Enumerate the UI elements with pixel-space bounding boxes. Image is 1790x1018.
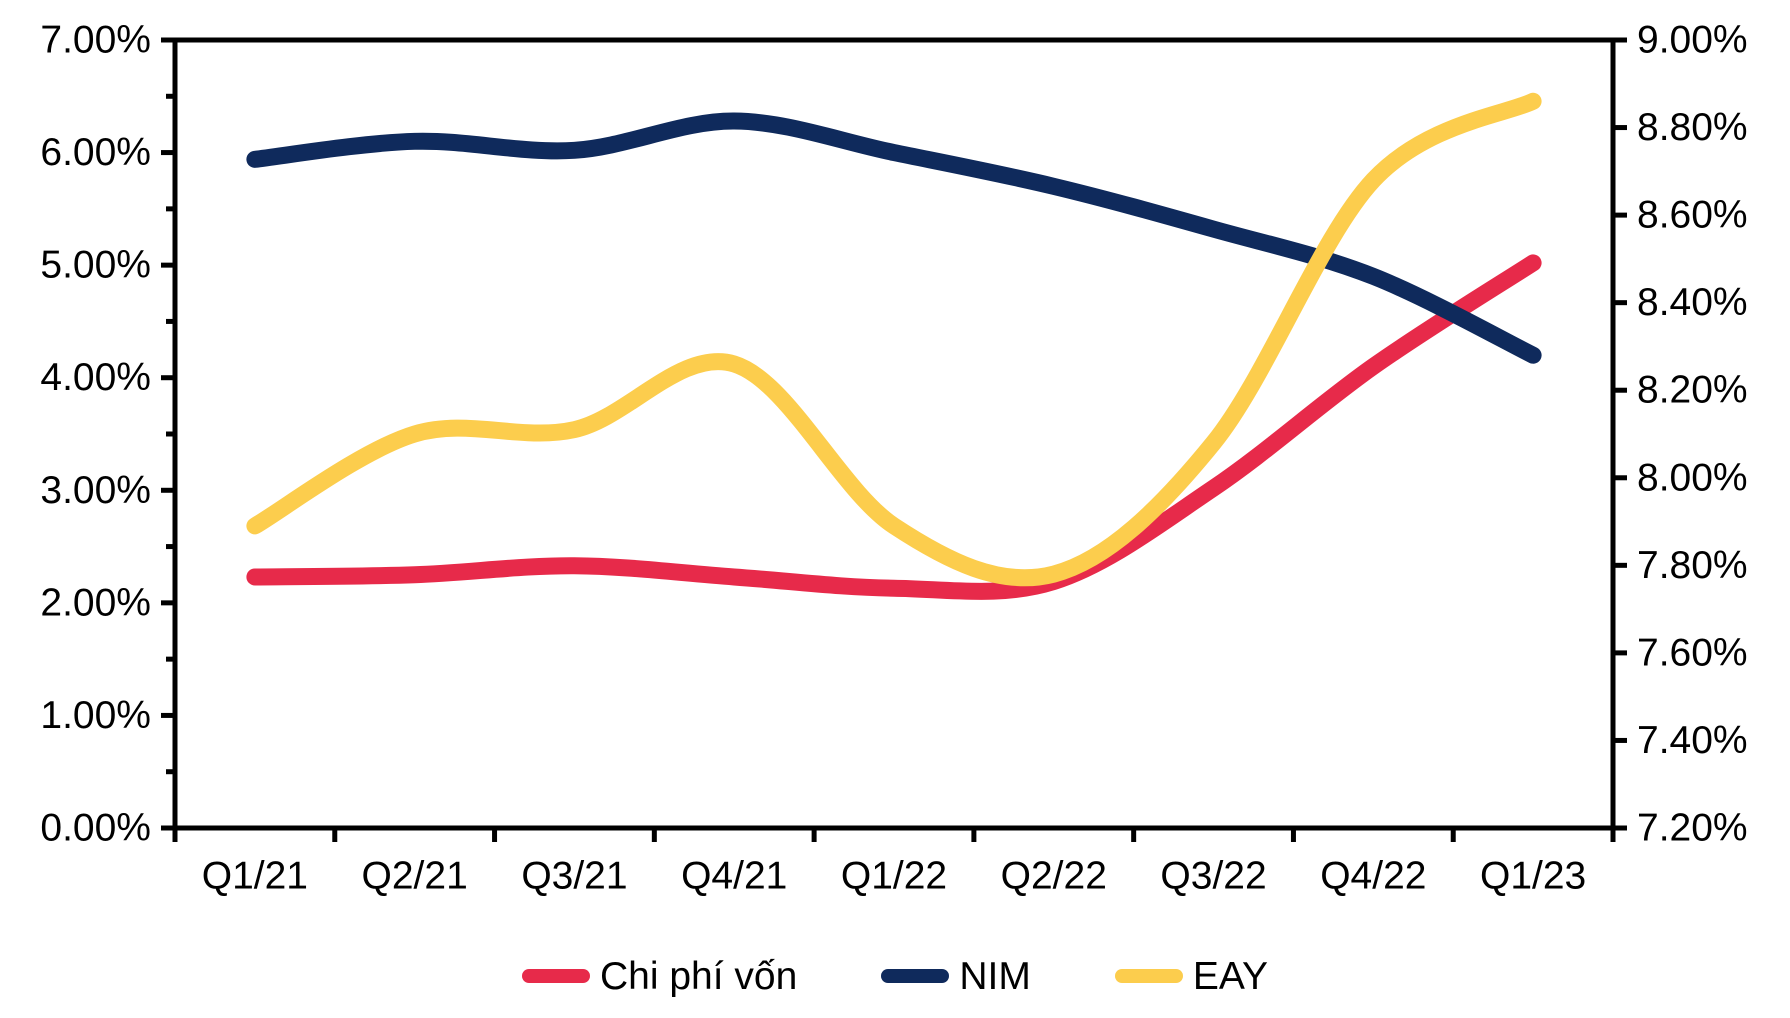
left-axis-tick-label: 0.00% (40, 807, 151, 850)
x-axis-label: Q1/22 (841, 855, 947, 898)
legend-swatch-chi-phi-von-icon (522, 969, 591, 983)
left-axis-tick-label: 1.00% (40, 694, 151, 737)
x-axis-label: Q1/21 (202, 855, 308, 898)
legend-swatch-nim-icon (881, 969, 950, 983)
left-axis-tick-label: 2.00% (40, 581, 151, 624)
left-axis-tick-label: 4.00% (40, 356, 151, 399)
right-axis-tick-label: 8.40% (1637, 281, 1748, 324)
legend-item-nim: NIM (881, 957, 1031, 996)
x-axis-label: Q3/21 (521, 855, 627, 898)
series-line-chi-phi-von (246, 254, 1542, 600)
legend-item-chi-phi-von: Chi phí vốn (522, 957, 797, 996)
right-axis-tick-label: 8.60% (1637, 194, 1748, 237)
series-line-eay (246, 92, 1542, 587)
left-axis-tick-label: 6.00% (40, 131, 151, 174)
legend-label-nim: NIM (959, 954, 1031, 998)
right-axis-tick-label: 7.20% (1637, 807, 1748, 850)
right-axis-tick-label: 7.60% (1637, 631, 1748, 674)
right-axis-tick-label: 8.00% (1637, 456, 1748, 499)
legend-item-eay: EAY (1114, 954, 1268, 998)
right-axis-tick-label: 7.40% (1637, 719, 1748, 762)
x-axis-label: Q2/22 (1001, 855, 1107, 898)
series-line-nim (246, 112, 1542, 364)
legend-label-eay: EAY (1192, 954, 1268, 998)
left-axis-tick-label: 3.00% (40, 469, 151, 512)
x-axis-label: Q4/22 (1320, 855, 1426, 898)
x-axis-label: Q4/21 (681, 855, 787, 898)
x-axis-label: Q3/22 (1160, 855, 1266, 898)
right-axis-tick-label: 8.20% (1637, 369, 1748, 412)
left-axis-tick-label: 5.00% (40, 244, 151, 287)
legend-swatch-eay-icon (1114, 969, 1183, 983)
chart-legend: Chi phí vốn NIM EAY (0, 948, 1790, 1004)
x-axis-label: Q2/21 (362, 855, 468, 898)
x-axis-label: Q1/23 (1480, 855, 1586, 898)
right-axis-tick-label: 8.80% (1637, 106, 1748, 149)
right-axis-tick-label: 7.80% (1637, 544, 1748, 587)
right-axis-tick-label: 9.00% (1637, 19, 1748, 62)
left-axis-tick-label: 7.00% (40, 19, 151, 62)
legend-label-chi-phi-von: Chi phí vốn (600, 954, 798, 998)
